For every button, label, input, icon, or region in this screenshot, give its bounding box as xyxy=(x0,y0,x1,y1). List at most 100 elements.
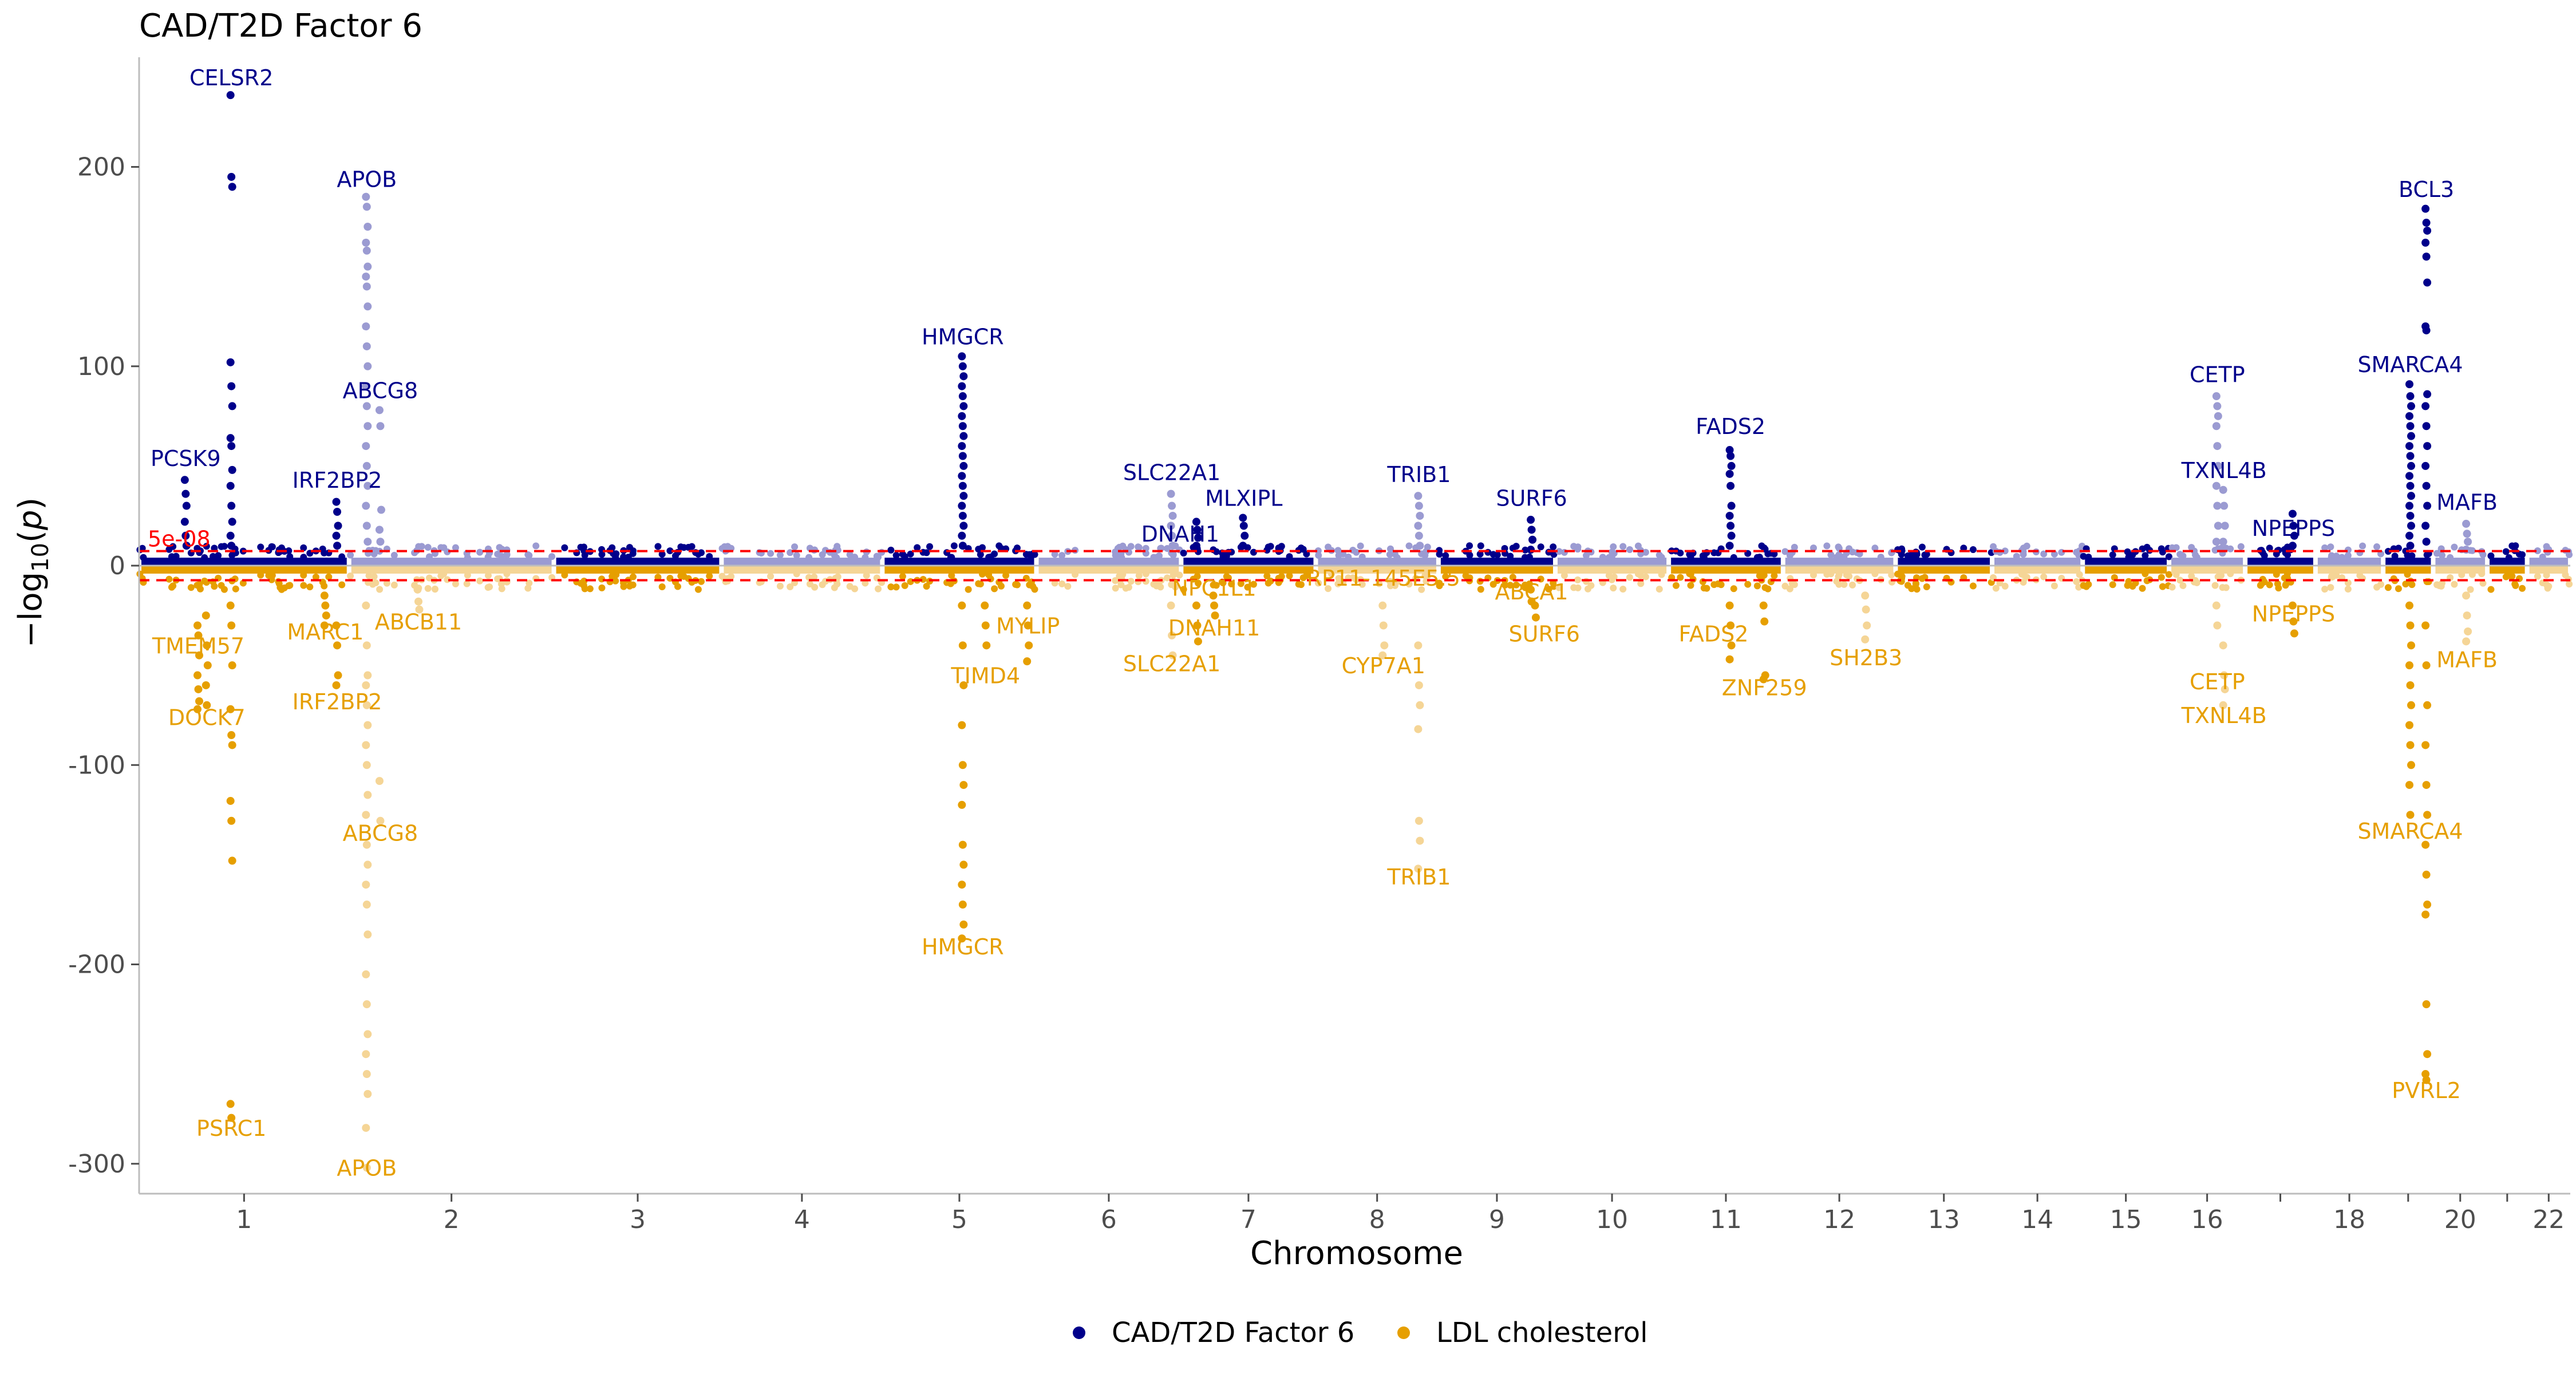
point-abcg8 xyxy=(377,506,385,514)
point-bcl3 xyxy=(2423,502,2432,510)
point-apob xyxy=(364,422,372,431)
point-bg-down xyxy=(674,583,681,590)
point-bg-up xyxy=(526,552,533,559)
point-bg-down xyxy=(1756,572,1763,579)
point-bg-down xyxy=(1303,572,1310,579)
point-celsr2 xyxy=(226,91,235,100)
point-surf6 xyxy=(1528,535,1537,544)
point-bg-up xyxy=(1904,552,1911,559)
point-bg-up xyxy=(476,548,484,556)
point-bg-down xyxy=(1835,581,1843,588)
point-ldl-trib1 xyxy=(1414,641,1423,650)
point-ldl-hmgcr xyxy=(958,901,967,909)
band-up-chr22 xyxy=(2529,558,2568,566)
point-bg-down xyxy=(1912,579,1919,587)
point-bg-up xyxy=(2193,554,2200,561)
point-bcl3 xyxy=(2422,538,2431,546)
gene-label-ldl-cyp7a1: CYP7A1 xyxy=(1342,653,1425,678)
point-ldl-pvrl2 xyxy=(2423,1050,2432,1059)
point-bg-up xyxy=(926,543,934,550)
point-hmgcr xyxy=(959,432,968,440)
point-bg-up xyxy=(503,551,511,558)
point-apob xyxy=(362,442,370,451)
point-bg-down xyxy=(1871,570,1879,578)
point-bg-down xyxy=(257,571,264,579)
point-bg-down xyxy=(312,573,319,581)
point-bg-up xyxy=(1923,551,1930,558)
point-bg-up xyxy=(2566,551,2573,558)
point-ldl-hmgcr xyxy=(958,881,966,889)
point-ldl-hmgcr xyxy=(958,641,967,650)
point-bg-down xyxy=(1180,586,1187,593)
point-bg-up xyxy=(979,544,986,551)
point-hmgcr xyxy=(958,362,967,370)
point-bg-down xyxy=(1122,585,1129,592)
point-bg-up xyxy=(2080,552,2087,560)
point-bg-up xyxy=(1297,544,1305,552)
point-bg-down xyxy=(2543,581,2550,589)
point-bg-up xyxy=(1387,545,1394,552)
band-up-chr15 xyxy=(2085,558,2167,566)
point-bg-down xyxy=(1112,585,1119,592)
point-smarca4 xyxy=(2407,492,2416,500)
point-ldl-apob xyxy=(362,601,370,610)
point-bg-up xyxy=(1405,542,1413,550)
point-bg-down xyxy=(1574,576,1582,583)
point-apob xyxy=(362,382,370,390)
point-bg-down xyxy=(300,571,307,579)
point-bg-down xyxy=(286,582,294,589)
band-down-chr7 xyxy=(1183,566,1314,574)
point-pcsk9 xyxy=(182,542,191,550)
point-txnl4b xyxy=(2220,502,2229,510)
point-bg-down xyxy=(1442,573,1449,581)
point-hmgcr xyxy=(958,472,966,480)
gene-label-apob: APOB xyxy=(337,167,397,192)
legend-label-ldl: LDL cholesterol xyxy=(1436,1317,1648,1349)
point-bg-down xyxy=(2080,582,2087,589)
point-ldl-mylip xyxy=(1023,657,1032,666)
point-bg-up xyxy=(680,544,688,551)
point-bg-down xyxy=(1265,579,1272,587)
point-apob xyxy=(364,262,372,271)
point-bg-down xyxy=(2402,581,2409,588)
point-bg-down xyxy=(321,582,328,590)
band-down-chr19 xyxy=(2385,566,2431,574)
band-down-chr11 xyxy=(1671,566,1781,574)
point-ldl-apob xyxy=(362,641,371,650)
point-ldl-marc1 xyxy=(320,591,329,600)
point-ldl-slc22a1 xyxy=(1168,631,1176,639)
point-bg-down xyxy=(1237,580,1244,587)
point-bg-down xyxy=(2467,586,2474,593)
point-smarca4 xyxy=(2407,522,2416,530)
point-ldl-psrc1 xyxy=(226,705,235,713)
point-mafb xyxy=(2462,519,2471,528)
point-bg-up xyxy=(873,552,880,560)
point-bg-up xyxy=(2338,554,2346,561)
point-bg-down xyxy=(1619,586,1627,593)
y-tick-label: 100 xyxy=(77,352,125,381)
point-bg-up xyxy=(950,542,958,550)
point-bg-down xyxy=(2142,570,2149,578)
point-bg-up xyxy=(1537,543,1544,551)
x-tick-label: 12 xyxy=(1823,1205,1855,1234)
point-bg-up xyxy=(846,551,854,558)
point-bg-up xyxy=(1522,546,1529,554)
point-cetp xyxy=(2213,442,2222,451)
point-ldl-slc22a1 xyxy=(1168,651,1177,660)
band-down-chr1 xyxy=(141,566,347,574)
point-bg-down xyxy=(1764,585,1772,593)
point-bg-down xyxy=(2273,571,2280,578)
point-fads2 xyxy=(1727,531,1736,540)
point-bg-down xyxy=(2519,585,2526,592)
point-bg-down xyxy=(901,582,908,589)
point-bg-up xyxy=(1170,551,1177,559)
point-bg-down xyxy=(2479,579,2487,587)
point-fads2 xyxy=(1725,446,1734,455)
point-bg-down xyxy=(694,586,702,593)
x-tick-label: 11 xyxy=(1710,1205,1742,1234)
point-ldl-sh2b3 xyxy=(1862,605,1870,614)
point-cetp xyxy=(2213,402,2222,410)
point-bg-down xyxy=(580,582,587,589)
point-bcl3 xyxy=(2423,442,2432,451)
point-fads2 xyxy=(1727,502,1736,510)
